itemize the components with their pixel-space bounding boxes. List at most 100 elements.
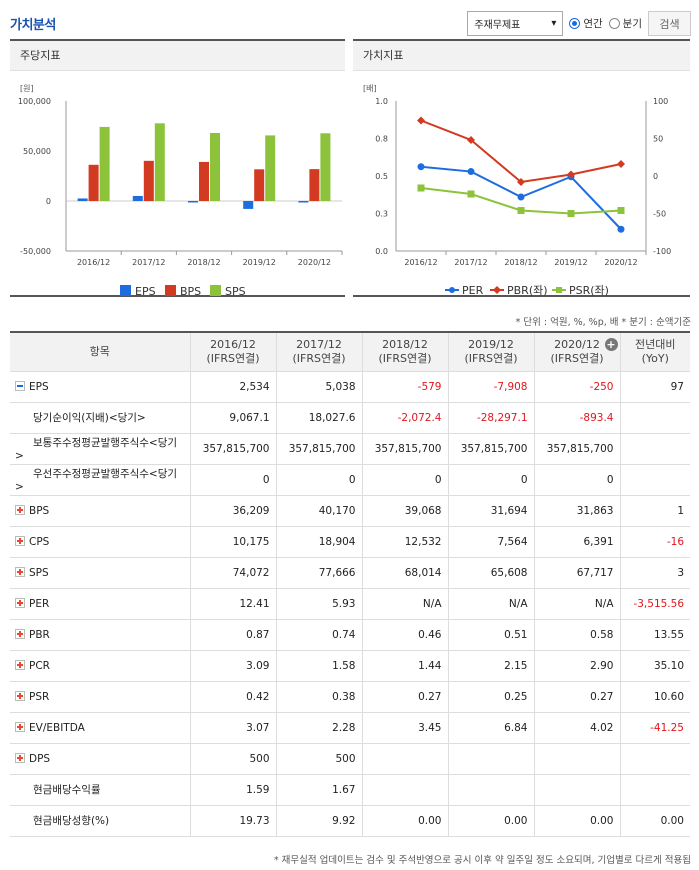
- row-label[interactable]: PSR: [10, 680, 191, 713]
- row-label-text: PBR: [29, 628, 50, 641]
- table-row: 현금배당성향(%) 19.73 9.92 0.00 0.00 0.00 0.00: [10, 804, 690, 837]
- legend-label: SPS: [225, 285, 246, 297]
- data-point: [417, 184, 425, 192]
- expand-icon[interactable]: [15, 721, 25, 732]
- table-cell: 2,534: [189, 370, 277, 403]
- expand-icon[interactable]: [15, 504, 25, 515]
- legend-swatch: [120, 285, 131, 296]
- row-label-text: SPS: [29, 566, 49, 579]
- table-cell: 500: [275, 742, 363, 775]
- bar-sps: [99, 126, 110, 201]
- chevron-down-icon: ▾: [551, 18, 557, 29]
- bar-bps: [199, 161, 209, 201]
- legend-label: BPS: [180, 285, 201, 297]
- table-cell: 12,532: [361, 525, 449, 558]
- table-cell: 0.00: [619, 804, 690, 837]
- statement-select[interactable]: 주재무제표 ▾: [467, 11, 564, 36]
- x-tick-label: 2019/12: [243, 258, 276, 267]
- y-tick-label-left: 0.3: [375, 210, 388, 219]
- row-label-text: 당기순이익(지배)<당기>: [33, 412, 146, 424]
- column-header-text: 2019/12: [468, 337, 514, 351]
- table-row: 당기순이익(지배)<당기> 9,067.1 18,027.6 -2,072.4 -28,…: [10, 401, 690, 434]
- table-cell: 36,209: [189, 494, 277, 527]
- table-cell: [533, 742, 621, 775]
- expand-icon[interactable]: [15, 628, 25, 639]
- table-cell: 0.27: [533, 680, 621, 713]
- table-cell: 0: [361, 463, 449, 496]
- expand-icon[interactable]: [15, 752, 25, 763]
- row-label[interactable]: PBR: [10, 618, 191, 651]
- data-point: [517, 178, 525, 186]
- table-row: DPS 500 500: [10, 742, 690, 775]
- expand-icon[interactable]: [15, 690, 25, 701]
- expand-icon[interactable]: [15, 566, 25, 577]
- x-tick-label: 2018/12: [504, 258, 537, 267]
- per-share-panel: 주당지표 [원] 100,000 50,000 0 -50,000 2016/12 2017…: [10, 39, 345, 297]
- y-tick-label: -50,000: [20, 247, 51, 256]
- collapse-icon[interactable]: [15, 380, 25, 391]
- legend-marker: [556, 287, 562, 293]
- y-tick-label: 50,000: [23, 147, 51, 156]
- row-label[interactable]: PER: [10, 587, 191, 620]
- y-tick-label: 100,000: [18, 97, 51, 106]
- column-header-text: (YoY): [641, 351, 669, 365]
- data-point: [617, 160, 625, 168]
- legend-label: PBR(좌): [507, 284, 548, 297]
- bar-eps: [243, 201, 254, 209]
- table-cell: 18,904: [275, 525, 363, 558]
- table-cell: 5.93: [275, 587, 363, 620]
- y-axis-unit: [배]: [363, 84, 377, 93]
- expand-icon[interactable]: [15, 535, 25, 546]
- table-cell: -3,515.56: [619, 587, 690, 620]
- expand-icon[interactable]: [15, 659, 25, 670]
- table-cell: 357,815,700: [447, 432, 535, 465]
- table-cell: -41.25: [619, 711, 690, 744]
- legend-swatch: [165, 285, 176, 296]
- table-cell: 18,027.6: [275, 401, 363, 434]
- bar-eps: [77, 198, 88, 201]
- table-cell: 31,694: [447, 494, 535, 527]
- column-header-text: (IFRS연결): [292, 351, 346, 365]
- value-panel-title: 가치지표: [353, 41, 690, 71]
- table-cell: -579: [361, 370, 449, 403]
- bar-bps: [254, 169, 265, 201]
- table-cell: 0.00: [447, 804, 535, 837]
- row-label[interactable]: SPS: [10, 556, 191, 589]
- table-cell: 2.90: [533, 649, 621, 682]
- bar-eps: [132, 195, 143, 201]
- row-label-text: 현금배당성향(%): [33, 815, 110, 827]
- y-tick-label: 0: [46, 197, 51, 206]
- y-tick-label-right: 100: [653, 97, 668, 106]
- row-label[interactable]: BPS: [10, 494, 191, 527]
- data-point: [617, 225, 625, 233]
- page-title: 가치분석: [10, 18, 56, 33]
- row-label[interactable]: CPS: [10, 525, 191, 558]
- table-row: 우선주수정평균발행주식수<당기> 0 0 0 0 0: [10, 463, 690, 496]
- add-column-icon[interactable]: +: [604, 338, 618, 351]
- radio-quarter[interactable]: 분기: [608, 16, 642, 31]
- x-tick-label: 2016/12: [77, 258, 110, 267]
- row-label: 우선주수정평균발행주식수<당기>: [10, 463, 191, 496]
- expand-icon[interactable]: [15, 597, 25, 608]
- row-label[interactable]: PCR: [10, 649, 191, 682]
- table-cell: [447, 742, 535, 775]
- x-tick-label: 2018/12: [187, 258, 220, 267]
- table-cell: [619, 432, 690, 465]
- row-label[interactable]: EPS: [10, 370, 191, 403]
- bar-bps: [309, 169, 320, 201]
- row-label-text: EV/EBITDA: [29, 721, 85, 734]
- data-point: [467, 190, 475, 198]
- row-label[interactable]: DPS: [10, 742, 191, 775]
- statement-select-value: 주재무제표: [474, 20, 521, 31]
- row-label-text: PSR: [29, 690, 50, 703]
- table-cell: 500: [189, 742, 277, 775]
- table-row: PBR 0.87 0.74 0.46 0.51 0.58 13.55: [10, 618, 690, 651]
- bar-eps: [188, 201, 198, 203]
- row-label[interactable]: EV/EBITDA: [10, 711, 191, 744]
- radio-annual[interactable]: 연간: [569, 16, 603, 31]
- column-header-text: 2016/12: [210, 337, 256, 351]
- per-share-chart: [원] 100,000 50,000 0 -50,000 2016/12 2017/12 20…: [18, 84, 343, 297]
- search-button[interactable]: 검색: [648, 11, 691, 36]
- table-cell: 3.45: [361, 711, 449, 744]
- table-row: EPS 2,534 5,038 -579 -7,908 -250 97: [10, 370, 690, 403]
